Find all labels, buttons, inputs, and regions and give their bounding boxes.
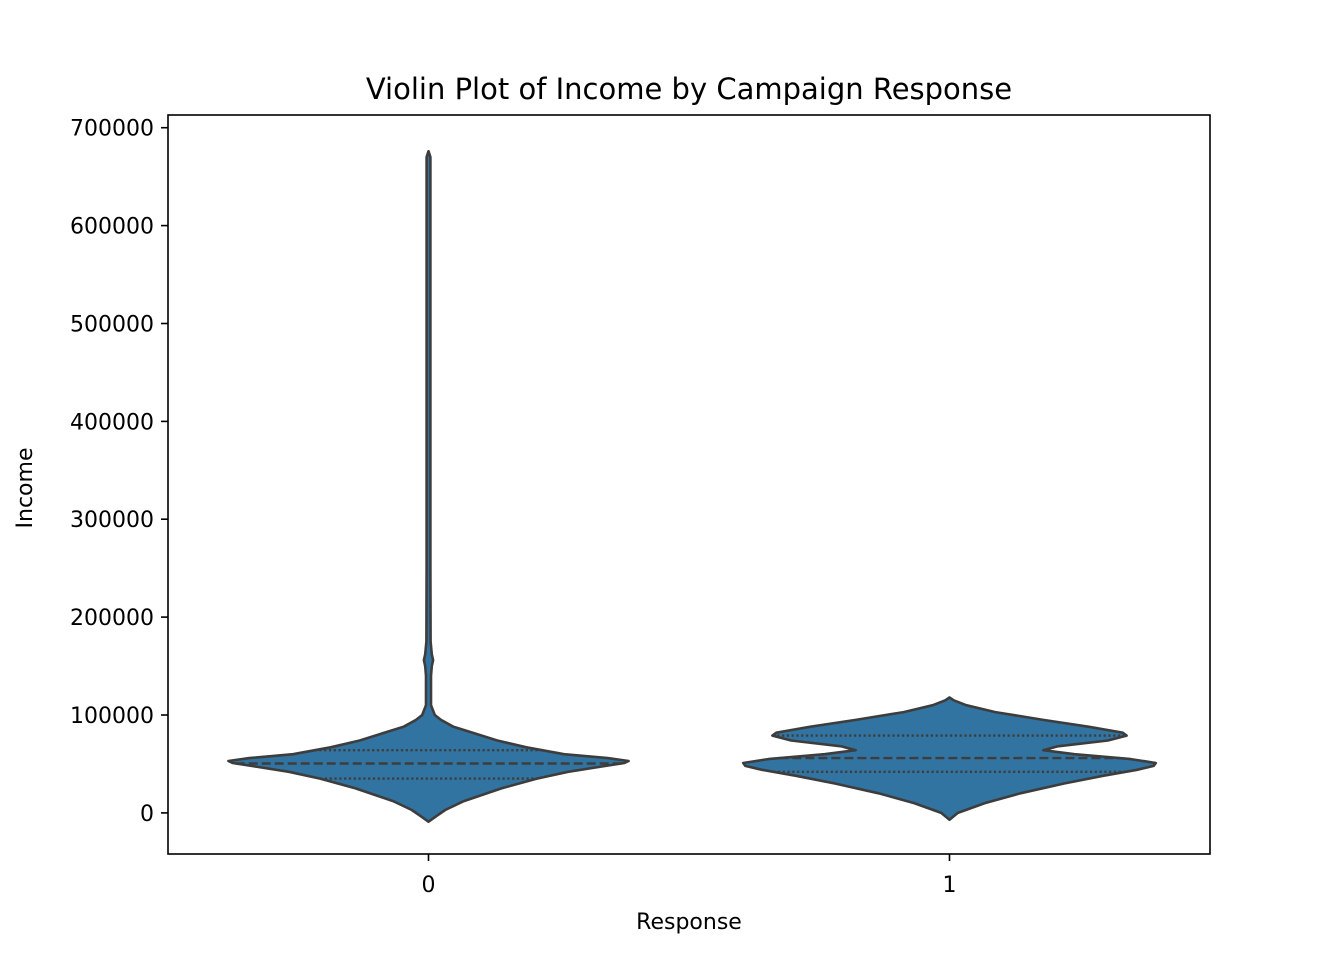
axes-frame [167, 114, 1211, 855]
y-tick-label: 600000 [70, 215, 154, 240]
y-axis-label: Income [13, 448, 38, 529]
violin-body-0 [227, 149, 630, 823]
y-tick-label: 500000 [70, 313, 154, 338]
x-tick-label: 1 [943, 873, 957, 898]
y-tick-label: 200000 [70, 606, 154, 631]
y-tick-label: 300000 [70, 508, 154, 533]
x-axis-label: Response [636, 910, 742, 935]
y-tick-label: 700000 [70, 117, 154, 142]
chart-title: Violin Plot of Income by Campaign Respon… [366, 72, 1012, 106]
plot-area [227, 149, 1158, 823]
y-tick-label: 100000 [70, 704, 154, 729]
y-tick-label: 400000 [70, 410, 154, 435]
x-tick-label: 0 [422, 873, 436, 898]
y-axis: 0 100000 200000 300000 400000 500000 600000 700… [70, 117, 168, 827]
y-tick-label: 0 [140, 802, 154, 827]
